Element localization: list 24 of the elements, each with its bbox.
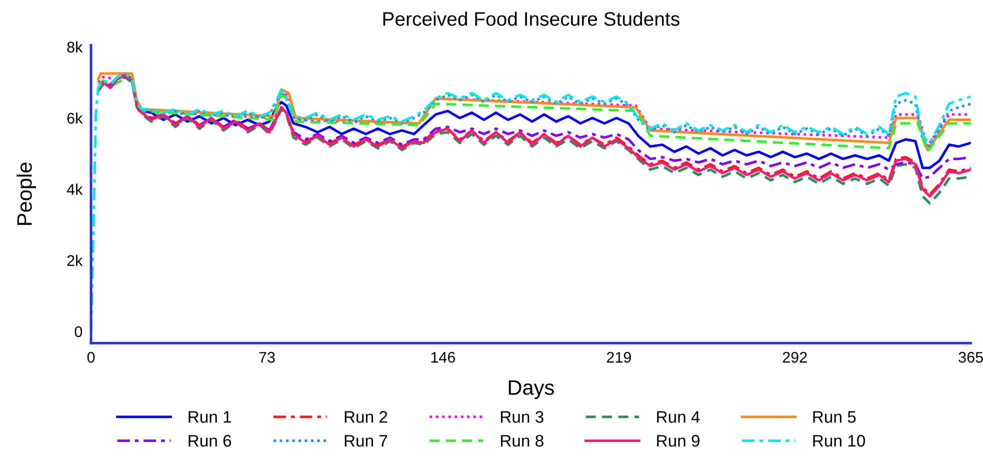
- x-tick-label: 146: [431, 352, 456, 363]
- y-tick-label: 8k: [67, 41, 83, 53]
- x-tick-label: 365: [958, 352, 983, 363]
- legend-label: Run 8: [500, 434, 544, 447]
- x-tick-label: 292: [782, 352, 807, 363]
- y-axis-title: People: [16, 162, 36, 225]
- legend-label: Run 5: [813, 411, 856, 423]
- legend-label: Run 10: [813, 434, 865, 447]
- legend-label: Run 9: [657, 434, 700, 447]
- y-tick-label: 4k: [66, 184, 83, 195]
- x-tick-label: 0: [87, 352, 95, 363]
- legend-label: Run 1: [188, 411, 232, 423]
- chart-title: Perceived Food Insecure Students: [383, 12, 680, 26]
- x-axis-title: Days: [508, 380, 554, 400]
- legend-label: Run 6: [188, 434, 232, 447]
- y-tick-label: 2k: [67, 254, 83, 266]
- x-tick-label: 219: [606, 352, 631, 363]
- legend-label: Run 4: [657, 411, 700, 423]
- y-tick-label: 6k: [67, 112, 83, 124]
- legend-label: Run 3: [500, 411, 544, 423]
- y-tick-label: 0: [74, 326, 82, 338]
- legend-label: Run 7: [344, 435, 388, 447]
- x-tick-label: 73: [259, 352, 275, 363]
- legend-label: Run 2: [344, 411, 388, 423]
